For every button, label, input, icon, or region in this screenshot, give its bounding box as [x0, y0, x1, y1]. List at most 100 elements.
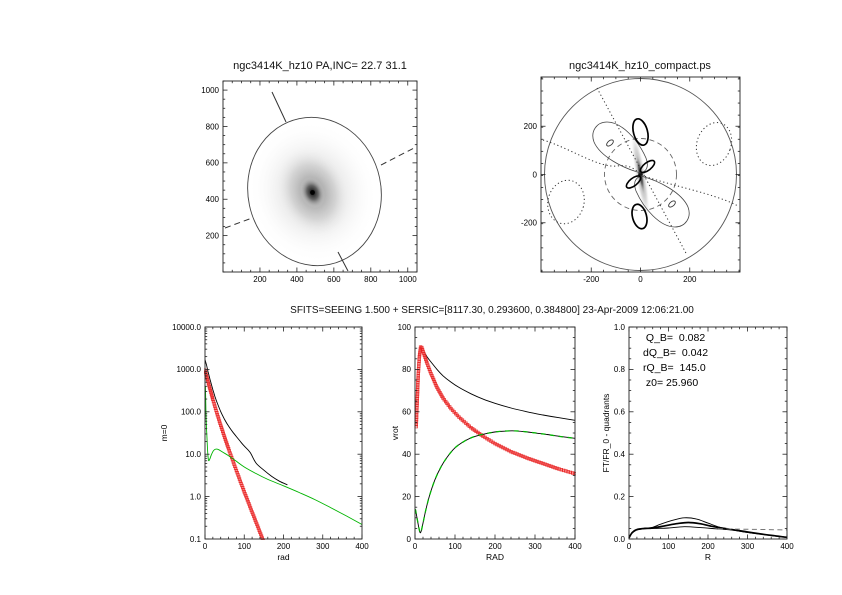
x-tick-label: 200 [683, 275, 697, 284]
series-vrot-sersic-marker [422, 353, 427, 358]
y-tick-label: 800 [206, 122, 220, 131]
series-quadrant-lower [628, 526, 788, 539]
series-sersic-fit-marker [234, 468, 239, 473]
ellipse-fit-outline [247, 116, 382, 267]
series-sersic-fit-marker [221, 431, 225, 435]
series-vrot-sersic-marker [428, 369, 432, 374]
series-sersic-fit-marker [237, 477, 242, 481]
series-vrot-sersic-marker [547, 463, 551, 468]
series-vrot-sersic-marker [420, 347, 425, 352]
series-vrot-sersic-marker [421, 349, 425, 354]
top-right-plot-title: ngc3414K_hz10_compact.ps [569, 60, 711, 72]
y-tick-label: 10.0 [185, 450, 201, 459]
y-tick-label: 80 [402, 365, 411, 374]
series-total-model [204, 359, 288, 486]
series-sersic-fit-marker [258, 530, 262, 534]
series-sersic-fit-marker [228, 451, 232, 455]
series-sersic-fit-marker [263, 541, 266, 544]
series-sersic-fit-marker [241, 487, 246, 492]
series-vrot-sersic-marker [513, 451, 517, 455]
series-sersic-fit-marker [220, 429, 225, 433]
y-tick-label: 20 [402, 492, 411, 501]
series-sersic-fit-marker [222, 435, 227, 439]
y-tick-label: 600 [206, 159, 220, 168]
series-sersic-fit-marker [213, 406, 218, 410]
series-vrot-sersic-marker [433, 381, 437, 386]
series-vrot-sersic-marker [432, 379, 437, 384]
series-vrot-sersic-marker [427, 367, 432, 372]
x-tick-label: 200 [277, 542, 291, 551]
series-vrot-sersic-marker [529, 457, 533, 462]
dotted-loop-southwest [547, 179, 585, 225]
series-sersic-fit-marker [240, 485, 245, 490]
line-of-nodes-bottom [337, 251, 349, 272]
y-axis-label: vrot [390, 425, 400, 440]
bold-petal-southwest [625, 175, 642, 189]
series-vrot-sersic-marker [417, 353, 422, 357]
series-sersic-fit-marker [245, 498, 250, 502]
series-vrot-sersic-marker [418, 351, 422, 355]
y-tick-label: 0.6 [614, 408, 626, 417]
y-tick-label: 0.2 [614, 492, 626, 501]
series-residual-disk [204, 386, 363, 525]
series-sersic-fit-marker [254, 520, 258, 524]
series-sersic-fit-marker [219, 425, 224, 429]
x-tick-label: 200 [488, 542, 502, 551]
x-tick-label: 300 [741, 542, 755, 551]
series-sersic-fit-marker [256, 526, 261, 530]
x-axis-label: RAD [486, 552, 504, 562]
x-tick-label: 600 [327, 275, 341, 284]
series-vrot-sersic-marker [423, 357, 428, 361]
x-tick-label: 400 [355, 542, 369, 551]
x-tick-label: 100 [238, 542, 252, 551]
chart-fourier-quadrants: 0 100 200 300 400 0.0 0.2 0.4 0.6 0.8 1.0 R FT/FR_0 … [601, 323, 794, 562]
chart-profile: 0 100 200 300 400 0.1 1.0 10.0 100.0 1000.0 10000.… [159, 323, 369, 562]
series-sersic-fit-marker [213, 404, 217, 408]
series-vrot-disk-base [414, 430, 576, 534]
series-sersic-fit-marker [224, 441, 229, 445]
y-tick-label: 1000.0 [177, 365, 202, 374]
series-sersic-fit-marker [229, 453, 233, 457]
series-vrot-sersic-marker [429, 371, 433, 376]
series-sersic-fit-marker [249, 508, 253, 512]
series-vrot-sersic-marker [417, 354, 422, 359]
series-vrot-sersic-marker [426, 365, 431, 369]
series-vrot-sersic-marker [515, 452, 519, 456]
galaxy-image [248, 120, 378, 264]
series-vrot-sersic-band [415, 345, 576, 475]
x-tick-label: 300 [316, 542, 330, 551]
series-vrot-sersic-marker [535, 459, 539, 464]
series-sersic-fit-marker [212, 402, 216, 406]
dotted-zero-contour [542, 139, 739, 207]
series-sersic-fit-marker [252, 516, 257, 520]
series-sersic-fit-marker [251, 514, 256, 518]
series-vrot-sersic-marker [555, 466, 559, 471]
chart-frame [222, 80, 418, 273]
x-tick-label: 300 [528, 542, 542, 551]
series-vrot-sersic-marker [551, 465, 555, 469]
line-of-nodes-top [271, 91, 287, 123]
y-tick-label: 0 [407, 535, 412, 544]
series-sersic-fit-marker [207, 385, 212, 389]
x-tick-label: 400 [290, 275, 304, 284]
chart-compact-field: -200 0 200 -200 0 200 [521, 76, 741, 284]
series-vrot-sersic-marker [539, 461, 543, 465]
series-sersic-fit-marker [205, 377, 210, 382]
series-sersic-fit-marker [247, 502, 251, 506]
chart-frame [204, 326, 363, 540]
series-vrot-sersic-marker [517, 453, 521, 457]
x-tick-label: 200 [701, 542, 715, 551]
series-sersic-fit-marker [233, 466, 238, 471]
series-sersic-fit-marker [216, 417, 221, 421]
dashed-circle [604, 138, 677, 211]
y-tick-label: 0.8 [614, 365, 626, 374]
series-vrot-sersic-marker [511, 450, 515, 455]
series-vrot-sersic-marker [527, 456, 531, 461]
series-vrot-sersic-marker [525, 456, 529, 460]
series-vrot-sersic-marker [553, 465, 557, 470]
y-tick-label: 400 [206, 195, 220, 204]
series-sersic-fit-marker [247, 504, 252, 508]
series-sersic-fit-marker [265, 545, 268, 548]
series-sersic-fit-marker [209, 390, 213, 394]
